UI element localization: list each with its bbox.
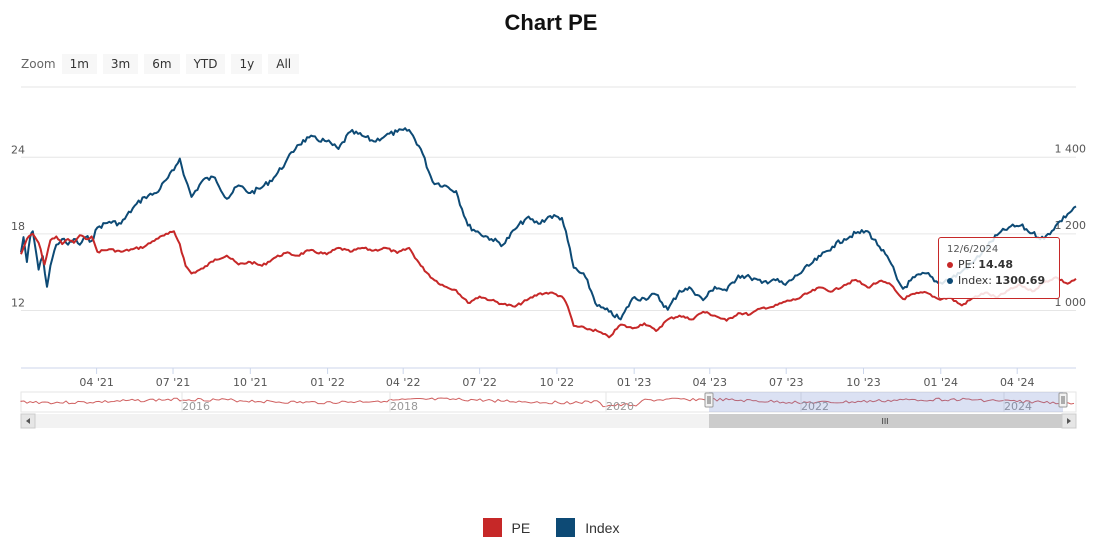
navigator-year-label: 2016	[182, 400, 210, 413]
zoom-ytd-button[interactable]: YTD	[185, 54, 226, 74]
legend-label-pe: PE	[511, 519, 531, 536]
x-tick-label: 07 '21	[156, 376, 191, 389]
x-tick-label: 04 '21	[79, 376, 114, 389]
x-tick-label: 01 '24	[924, 376, 959, 389]
x-tick-label: 04 '24	[1000, 376, 1035, 389]
navigator-year-label: 2024	[1004, 400, 1032, 413]
y-left-tick-label: 12	[11, 297, 25, 310]
zoom-1y-button[interactable]: 1y	[231, 54, 263, 74]
x-tick-label: 07 '22	[462, 376, 497, 389]
x-tick-label: 10 '23	[846, 376, 881, 389]
pe-swatch-icon	[482, 518, 502, 537]
pe-dot-icon	[947, 261, 953, 268]
tooltip-index-label: Index:	[958, 274, 992, 287]
navigator-handle-right	[1058, 392, 1068, 408]
zoom-1m-button[interactable]: 1m	[61, 54, 97, 74]
series-line-pe	[20, 230, 1077, 339]
x-tick-label: 10 '22	[540, 376, 575, 389]
y-right-tick-label: 1 200	[1055, 219, 1087, 232]
x-tick-label: 01 '22	[310, 376, 345, 389]
y-right-tick-label: 1 000	[1055, 296, 1087, 309]
legend: PE Index	[0, 518, 1102, 537]
index-swatch-icon	[556, 518, 576, 537]
zoom-toolbar: Zoom 1m 3m 6m YTD 1y All	[21, 53, 305, 75]
zoom-label: Zoom	[21, 57, 56, 71]
zoom-all-button[interactable]: All	[268, 54, 300, 74]
navigator-year-label: 2020	[606, 400, 634, 413]
legend-label-index: Index	[585, 519, 620, 536]
navigator-year-label: 2018	[390, 400, 418, 413]
x-tick-label: 01 '23	[617, 376, 652, 389]
navigator-line	[20, 397, 1075, 408]
legend-item-pe[interactable]: PE	[482, 518, 531, 537]
scroll-right-arrow-icon	[1067, 418, 1071, 424]
index-dot-icon	[947, 277, 953, 284]
y-right-tick-label: 1 400	[1055, 143, 1087, 156]
tooltip-date: 12/6/2024	[947, 244, 999, 255]
chart-title: Chart PE	[504, 10, 598, 35]
zoom-6m-button[interactable]: 6m	[144, 54, 180, 74]
y-left-tick-label: 24	[11, 143, 25, 156]
navigator-selection	[709, 392, 1063, 412]
tooltip: 12/6/2024 PE: 14.48 Index: 1300.69	[938, 237, 1060, 299]
series-line-index	[20, 127, 1077, 321]
tooltip-pe-label: PE:	[958, 258, 976, 271]
scrollbar-thumb	[709, 414, 1063, 428]
tooltip-index-value: 1300.69	[995, 274, 1046, 287]
x-tick-label: 10 '21	[233, 376, 268, 389]
x-tick-label: 04 '23	[693, 376, 728, 389]
y-left-tick-label: 18	[11, 220, 25, 233]
legend-item-index[interactable]: Index	[556, 518, 619, 537]
x-tick-label: 04 '22	[386, 376, 421, 389]
zoom-3m-button[interactable]: 3m	[102, 54, 139, 74]
navigator-handle-left	[704, 392, 714, 408]
x-tick-label: 07 '23	[769, 376, 804, 389]
scroll-left-arrow-icon	[26, 418, 30, 424]
scrollbar-grip-icon: III	[881, 417, 888, 426]
navigator-year-label: 2022	[801, 400, 829, 413]
tooltip-pe-value: 14.48	[978, 258, 1014, 271]
